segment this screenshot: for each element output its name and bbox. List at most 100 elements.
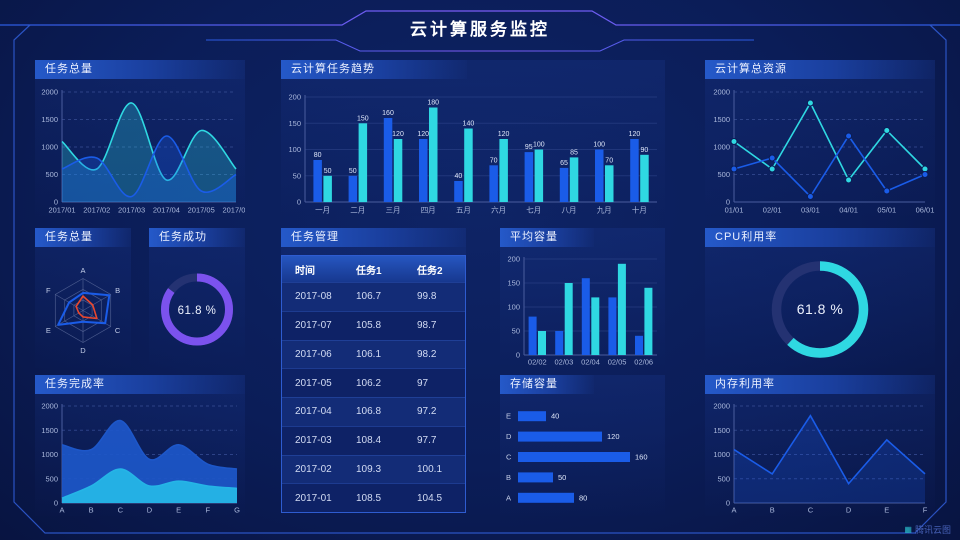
panel-memory-usage: 内存利用率 0 500 1000 1500 2000 A B C D E F xyxy=(705,375,935,516)
svg-text:02/01: 02/01 xyxy=(763,206,782,215)
table-cell: 97.7 xyxy=(417,435,437,447)
table-cell: 2017-08 xyxy=(295,291,332,303)
svg-text:B: B xyxy=(89,506,94,515)
table-col-header: 任务2 xyxy=(417,265,443,277)
table-cell: 106.1 xyxy=(356,348,382,360)
svg-text:02/06: 02/06 xyxy=(634,358,653,367)
svg-text:五月: 五月 xyxy=(456,206,471,215)
table-cell: 106.7 xyxy=(356,291,382,303)
svg-text:02/04: 02/04 xyxy=(581,358,600,367)
panel-header: 任务成功 xyxy=(149,228,245,247)
svg-text:1500: 1500 xyxy=(713,115,730,124)
table-cell: 106.2 xyxy=(356,377,382,389)
table-cell: 2017-01 xyxy=(295,492,332,504)
svg-text:A: A xyxy=(59,506,64,515)
panel-task-table: 任务管理 时间 任务1 任务2 2017-08 106.7 99.8 2017-07 105… xyxy=(281,228,466,515)
table-row: 2017-04 106.8 97.2 xyxy=(282,397,465,426)
svg-text:2000: 2000 xyxy=(713,402,730,411)
svg-text:G: G xyxy=(234,506,240,515)
svg-text:九月: 九月 xyxy=(597,206,612,215)
completion-rate-area-chart: 0 500 1000 1500 2000 A B C D E F G xyxy=(35,396,245,516)
svg-text:1000: 1000 xyxy=(713,450,730,459)
svg-text:A: A xyxy=(731,506,736,515)
svg-text:四月: 四月 xyxy=(421,206,436,215)
svg-text:120: 120 xyxy=(417,131,429,138)
svg-text:160: 160 xyxy=(635,453,648,462)
table-row: 2017-03 108.4 97.7 xyxy=(282,425,465,455)
table-col-header: 任务1 xyxy=(356,265,382,277)
svg-text:2017/03: 2017/03 xyxy=(118,206,145,215)
svg-text:50: 50 xyxy=(293,171,301,180)
svg-text:50: 50 xyxy=(324,168,332,175)
svg-text:0: 0 xyxy=(726,499,730,508)
panel-cpu-usage: CPU利用率 61.8 % xyxy=(705,228,935,368)
svg-text:100: 100 xyxy=(507,303,520,312)
avg-capacity-bar-chart: 0 50 100 150 200 02/02 02/03 02/04 02/05 02/06 xyxy=(500,249,665,368)
svg-text:40: 40 xyxy=(551,412,559,421)
svg-text:500: 500 xyxy=(717,170,730,179)
panel-header: 平均容量 xyxy=(500,228,594,247)
storage-capacity-hbar-chart: E 40 D 120 C 160 B 50 A 80 xyxy=(500,396,665,516)
table-cell: 109.3 xyxy=(356,463,382,475)
svg-text:B: B xyxy=(506,473,511,482)
table-cell: 2017-06 xyxy=(295,348,332,360)
svg-text:100: 100 xyxy=(593,142,605,149)
svg-text:61.8 %: 61.8 % xyxy=(797,301,844,317)
page-title: 云计算服务监控 xyxy=(410,20,550,39)
table-cell: 100.1 xyxy=(417,463,443,475)
panel-avg-capacity: 平均容量 0 50 100 150 200 02/02 02/03 02/04 02/05 02/… xyxy=(500,228,665,368)
panel-header: 任务完成率 xyxy=(35,375,245,394)
svg-text:02/03: 02/03 xyxy=(555,358,574,367)
svg-text:1500: 1500 xyxy=(41,115,58,124)
svg-text:1000: 1000 xyxy=(41,143,58,152)
panel-header: 云计算总资源 xyxy=(705,60,935,79)
task-trend-bar-chart: 0 50 100 150 200 一月 二月 三月 四月 五月 六月 七月 八月 九月 十月 80 50 160 1… xyxy=(281,81,665,216)
svg-text:500: 500 xyxy=(45,170,58,179)
svg-text:D: D xyxy=(147,506,153,515)
svg-text:03/01: 03/01 xyxy=(801,206,820,215)
table-col-header: 时间 xyxy=(295,265,315,277)
panel-task-success: 任务成功 61.8 % xyxy=(149,228,245,368)
table-row: 2017-08 106.7 99.8 xyxy=(282,282,465,311)
svg-text:二月: 二月 xyxy=(350,206,365,215)
table-row: 2017-01 108.5 104.5 xyxy=(282,483,465,512)
svg-text:0: 0 xyxy=(516,351,520,360)
panel-header: CPU利用率 xyxy=(705,228,935,247)
svg-text:2017/04: 2017/04 xyxy=(153,206,180,215)
table-cell: 104.5 xyxy=(417,492,443,504)
table-cell: 2017-07 xyxy=(295,320,332,332)
svg-text:150: 150 xyxy=(357,115,369,122)
task-table: 时间 任务1 任务2 2017-08 106.7 99.8 2017-07 105.8 98.… xyxy=(281,255,466,513)
svg-text:120: 120 xyxy=(498,131,510,138)
panel-storage-capacity: 存储容量 E 40 D 120 C 160 B 50 A 80 xyxy=(500,375,665,516)
svg-text:1500: 1500 xyxy=(713,426,730,435)
table-row: 2017-07 105.8 98.7 xyxy=(282,310,465,340)
panel-header: 内存利用率 xyxy=(705,375,935,394)
watermark-label: 腾讯云图 xyxy=(914,525,951,535)
svg-text:06/01: 06/01 xyxy=(916,206,935,215)
panel-header: 任务总量 xyxy=(35,60,245,79)
table-cell: 98.2 xyxy=(417,348,437,360)
svg-text:C: C xyxy=(115,326,121,335)
svg-text:120: 120 xyxy=(392,131,404,138)
table-row: 2017-06 106.1 98.2 xyxy=(282,339,465,369)
svg-text:85: 85 xyxy=(570,149,578,156)
svg-text:1500: 1500 xyxy=(41,426,58,435)
svg-text:02/05: 02/05 xyxy=(608,358,627,367)
svg-text:2017/02: 2017/02 xyxy=(83,206,110,215)
svg-text:200: 200 xyxy=(288,93,301,102)
svg-text:十月: 十月 xyxy=(632,205,647,215)
svg-text:A: A xyxy=(80,266,85,275)
panel-task-trend-bars: 云计算任务趋势 0 50 100 150 200 一月 二月 三月 四月 五月 六月 七月 八月 九月 十月… xyxy=(281,60,665,216)
svg-text:E: E xyxy=(176,506,181,515)
panel-task-total-radar: 任务总量 A B C D E F xyxy=(35,228,131,368)
svg-text:100: 100 xyxy=(288,145,301,154)
table-cell: 108.4 xyxy=(356,435,382,447)
svg-text:F: F xyxy=(206,506,211,515)
svg-text:70: 70 xyxy=(490,157,498,164)
watermark: ▦ 腾讯云图 xyxy=(904,523,951,536)
svg-text:0: 0 xyxy=(54,499,58,508)
cpu-usage-donut-chart: 61.8 % xyxy=(705,249,935,368)
svg-text:C: C xyxy=(808,506,814,515)
